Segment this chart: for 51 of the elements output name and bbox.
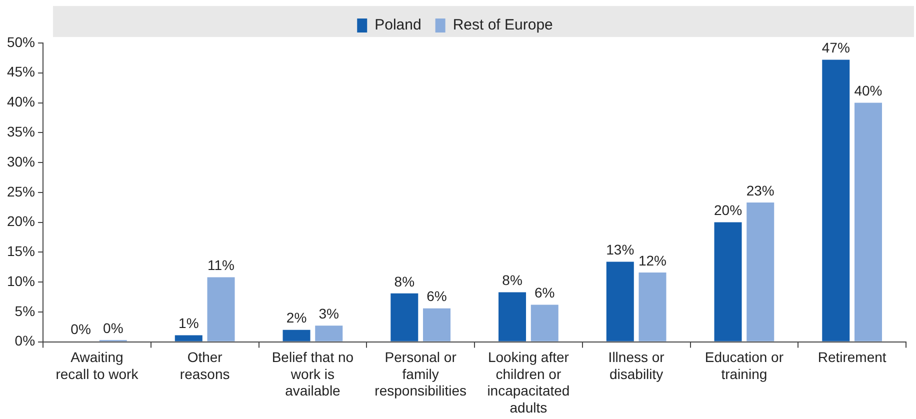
y-tick-label: 45% (6, 64, 36, 80)
bar (207, 277, 235, 342)
bar (746, 202, 774, 342)
x-tick-label: Other reasons (180, 349, 230, 382)
x-tick-label: Belief that no work is available (272, 349, 354, 399)
data-label: 0% (70, 321, 91, 338)
data-label: 8% (394, 273, 415, 290)
data-label: 6% (534, 284, 555, 301)
bar (638, 272, 666, 342)
bar (423, 308, 451, 342)
bar (822, 60, 850, 342)
x-tick-label: Looking after children or incapacitated adults (487, 349, 570, 416)
x-tick-label: Personal or family responsibilities (374, 349, 466, 399)
bar (714, 222, 742, 342)
y-tick-label: 15% (6, 243, 36, 260)
data-label: 20% (714, 202, 742, 218)
data-label: 3% (318, 306, 339, 322)
y-tick-label: 5% (14, 302, 36, 319)
legend-label: Rest of Europe (452, 16, 553, 34)
y-tick-label: 25% (6, 183, 36, 200)
data-label: 8% (502, 272, 522, 288)
y-tick-label: 50% (6, 34, 36, 50)
data-label: 47% (822, 40, 850, 56)
data-label: 40% (854, 82, 882, 99)
data-label: 13% (606, 242, 634, 258)
bar (315, 326, 343, 342)
data-label: 0% (103, 320, 124, 336)
data-label: 6% (426, 288, 447, 304)
bar (390, 293, 418, 342)
y-tick-label: 30% (6, 153, 36, 170)
legend-label: Poland (374, 16, 422, 34)
data-label: 1% (178, 315, 199, 332)
bar (530, 304, 558, 342)
data-label: 11% (208, 257, 234, 274)
y-tick-label: 40% (6, 94, 36, 110)
bar (282, 330, 310, 342)
y-tick-label: 20% (6, 213, 36, 230)
data-label: 2% (286, 310, 307, 326)
data-label: 12% (638, 252, 667, 268)
bar (606, 262, 634, 342)
y-tick-label: 35% (6, 124, 36, 140)
x-tick-label: Illness or disability (608, 349, 665, 382)
data-label: 23% (746, 182, 774, 198)
x-tick-label: Awaiting recall to work (56, 349, 140, 382)
bar (174, 335, 202, 342)
x-tick-label: Education or training (704, 349, 784, 382)
y-tick-label: 0% (14, 332, 36, 349)
y-tick-label: 10% (6, 272, 36, 289)
bar (854, 102, 882, 342)
bar (498, 292, 526, 342)
x-tick-label: Retirement (818, 349, 886, 366)
